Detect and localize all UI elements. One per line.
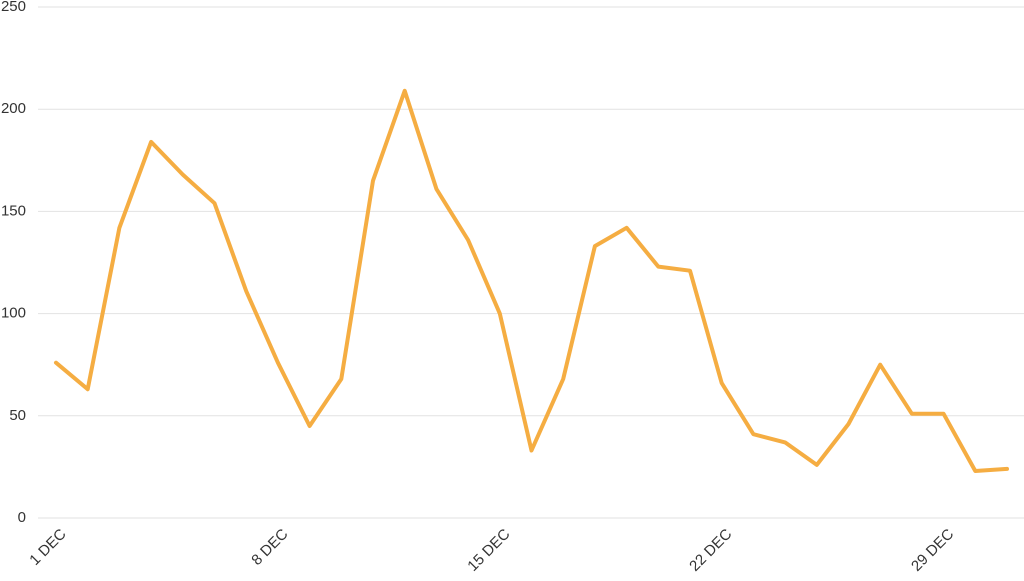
y-tick-label: 250 bbox=[1, 0, 26, 15]
x-tick-label: 1 DEC bbox=[26, 526, 69, 569]
y-tick-label: 150 bbox=[1, 202, 26, 219]
x-tick-label: 15 DEC bbox=[464, 526, 513, 575]
x-tick-label: 29 DEC bbox=[908, 526, 957, 575]
x-tick-label: 22 DEC bbox=[686, 526, 735, 575]
y-tick-label: 200 bbox=[1, 100, 26, 117]
y-tick-label: 50 bbox=[9, 407, 26, 424]
y-tick-label: 0 bbox=[18, 509, 26, 526]
x-tick-label: 8 DEC bbox=[248, 526, 291, 569]
y-tick-label: 100 bbox=[1, 305, 26, 322]
data-line bbox=[54, 88, 1009, 473]
